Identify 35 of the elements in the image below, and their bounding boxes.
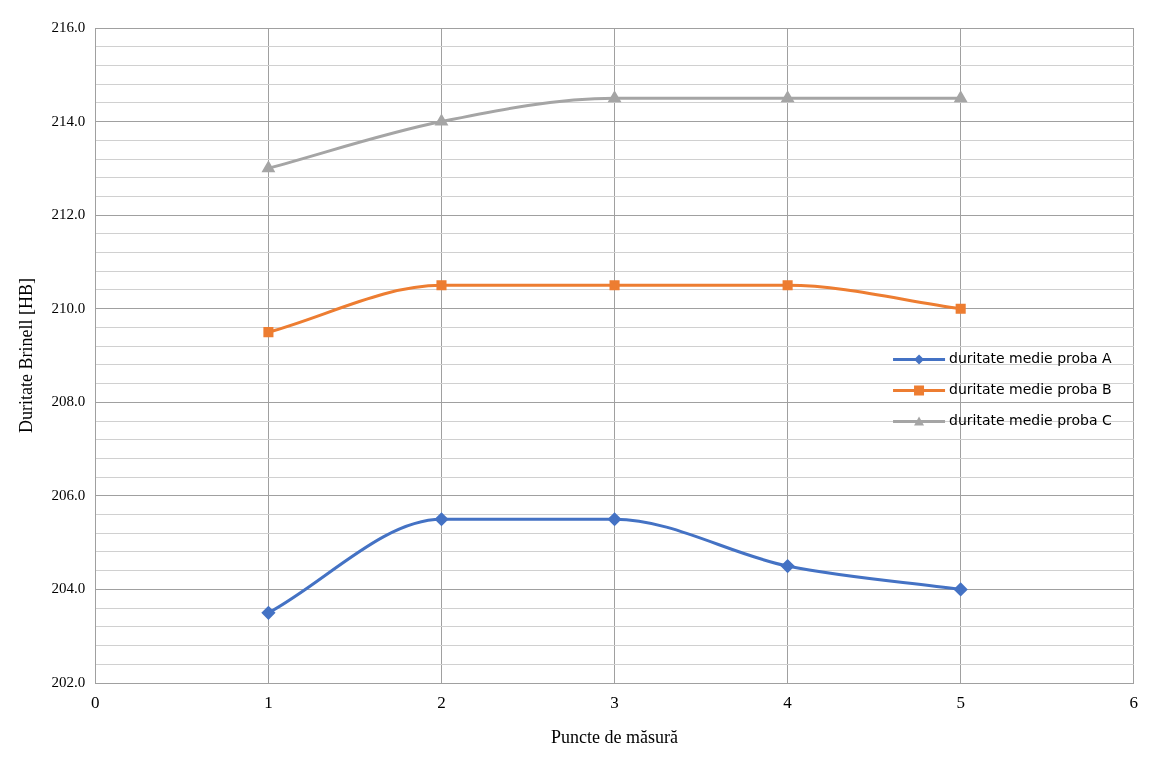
y-tick-label: 214.0 xyxy=(51,112,86,129)
y-tick-label: 208.0 xyxy=(51,393,86,410)
point xyxy=(955,303,966,314)
point xyxy=(434,512,448,526)
legend-label: duritate medie proba A xyxy=(949,350,1112,367)
point xyxy=(781,559,795,573)
point xyxy=(954,91,967,103)
y-tick-label: 216.0 xyxy=(51,18,86,35)
y-tick-label: 204.0 xyxy=(51,580,86,597)
point xyxy=(435,115,448,126)
y-tick-label: 206.0 xyxy=(51,486,86,503)
point xyxy=(608,91,621,103)
x-tick-label: 4 xyxy=(783,692,793,712)
point xyxy=(781,91,794,103)
point xyxy=(954,582,968,596)
x-tick-label: 1 xyxy=(264,692,273,712)
legend-label: duritate medie proba B xyxy=(949,381,1112,398)
x-tick-label: 0 xyxy=(91,692,100,712)
x-axis-title: Puncte de măsură xyxy=(551,726,679,747)
y-tick-label: 210.0 xyxy=(51,299,86,316)
point xyxy=(263,327,274,338)
point xyxy=(609,280,620,291)
point xyxy=(261,606,275,620)
y-axis-title: Duritate Brinell [HB] xyxy=(15,278,36,433)
x-tick-label: 3 xyxy=(610,692,619,712)
y-tick-label: 202.0 xyxy=(51,673,86,690)
x-tick-label: 6 xyxy=(1129,692,1138,712)
point xyxy=(608,512,622,526)
point xyxy=(262,161,275,173)
x-tick-label: 2 xyxy=(437,692,446,712)
legend-label: duritate medie proba C xyxy=(949,412,1112,429)
point xyxy=(436,280,447,291)
y-tick-label: 212.0 xyxy=(51,206,86,223)
point xyxy=(782,280,793,291)
x-tick-label: 5 xyxy=(956,692,965,712)
